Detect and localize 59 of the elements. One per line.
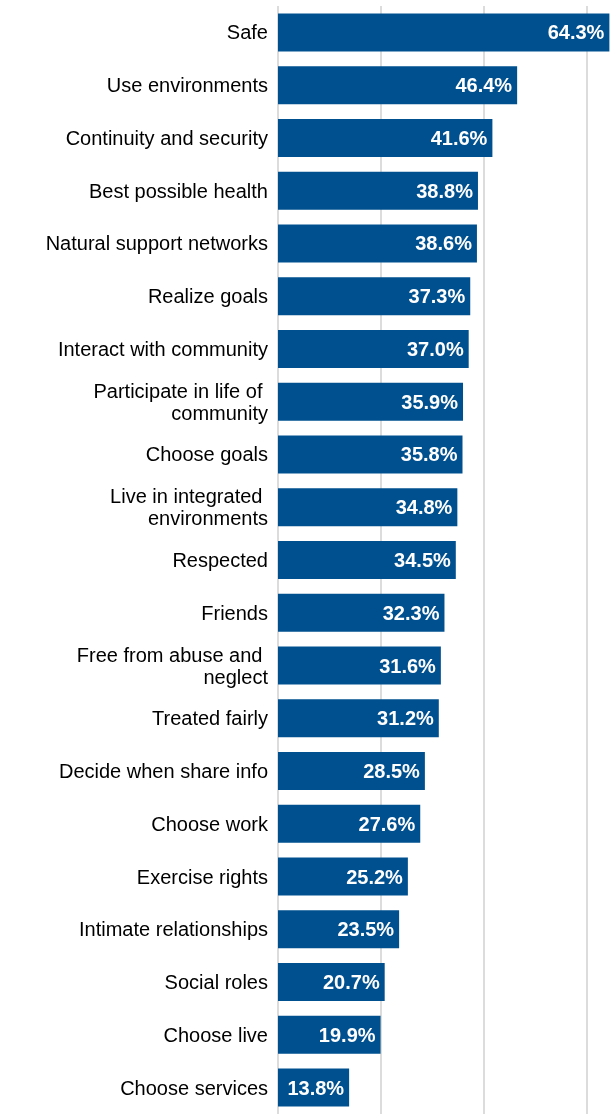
y-tick-label: Social roles: [164, 971, 268, 994]
data-label: 31.2%: [377, 707, 435, 730]
data-label: 64.3%: [547, 21, 605, 44]
y-tick-label: Treated fairly: [152, 707, 268, 730]
y-tick-label: Decide when share info: [58, 760, 268, 783]
y-tick-label: Best possible health: [88, 179, 268, 202]
bar: [278, 804, 421, 843]
data-label: 37.3%: [408, 285, 466, 308]
data-label: 38.6%: [415, 232, 473, 255]
y-tick-label: Friends: [201, 601, 268, 624]
bar: [278, 224, 477, 263]
bar: [278, 171, 478, 210]
data-label: 38.8%: [416, 179, 474, 202]
data-label: 46.4%: [455, 74, 513, 97]
data-label: 35.8%: [400, 443, 458, 466]
data-label: 35.9%: [401, 390, 459, 413]
bar: [278, 435, 463, 474]
bar: [278, 382, 464, 421]
bar: [278, 646, 441, 685]
bar: [278, 593, 445, 632]
bar: [278, 277, 471, 316]
data-label: 28.5%: [363, 760, 421, 783]
data-label: 41.6%: [430, 126, 488, 149]
data-label: 13.8%: [287, 1076, 345, 1099]
y-tick-label: Use environments: [106, 74, 268, 97]
data-label: 34.5%: [394, 549, 452, 571]
y-tick-label: Natural support networks: [45, 232, 268, 255]
bar: [278, 752, 425, 791]
bar: [278, 118, 493, 157]
y-tick-label: Choose work: [151, 812, 269, 835]
bar: [278, 541, 456, 579]
bar: [278, 699, 439, 738]
bar: [278, 66, 518, 105]
bar: [278, 857, 408, 896]
data-label: 19.9%: [318, 1023, 376, 1046]
data-label: 23.5%: [337, 918, 395, 941]
y-tick-label: Respected: [172, 549, 268, 571]
data-label: 37.0%: [406, 337, 464, 360]
bar: [278, 13, 610, 52]
bar: [278, 488, 458, 527]
y-tick-label: Realize goals: [147, 285, 268, 308]
y-tick-label: Interact with community: [57, 337, 268, 360]
y-tick-label: Continuity and security: [65, 126, 268, 149]
y-tick-label: Choose live: [163, 1023, 268, 1046]
data-label: 20.7%: [322, 971, 380, 994]
bar: [278, 329, 469, 368]
data-label: 27.6%: [358, 812, 416, 835]
data-label: 25.2%: [346, 865, 404, 888]
y-tick-label: Safe: [226, 21, 268, 44]
y-tick-label: Choose goals: [145, 443, 268, 466]
y-tick-label: Live in integrated environments: [110, 485, 268, 530]
data-label: 31.6%: [379, 654, 437, 677]
y-tick-label: Free from abuse and neglect: [76, 643, 269, 688]
data-label: 32.3%: [382, 601, 440, 624]
data-label: 34.8%: [395, 496, 453, 519]
y-tick-label: Participate in life of community: [93, 379, 268, 424]
y-tick-label: Exercise rights: [136, 865, 268, 888]
y-tick-label: Choose services: [120, 1076, 268, 1099]
y-tick-label: Intimate relationships: [79, 918, 268, 941]
